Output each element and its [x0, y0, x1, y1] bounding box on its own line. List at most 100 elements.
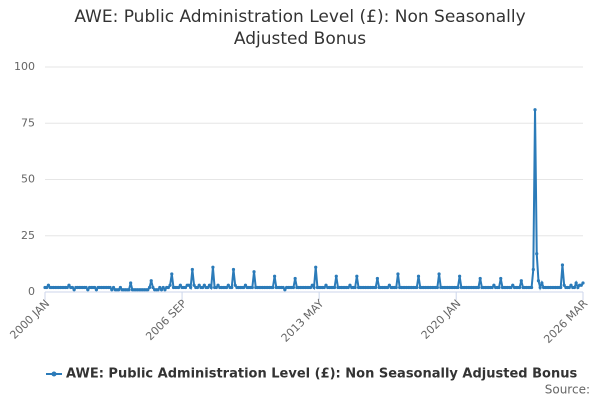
source-label: Source:	[545, 383, 590, 397]
data-point	[559, 285, 563, 290]
data-point	[271, 285, 275, 290]
y-tick-label: 50	[21, 173, 35, 186]
data-point	[230, 285, 234, 290]
data-point	[127, 288, 131, 292]
data-point	[158, 285, 162, 290]
data-point	[166, 285, 170, 290]
data-point	[536, 279, 541, 283]
data-point	[396, 272, 400, 276]
data-point	[272, 274, 277, 278]
data-point	[308, 285, 313, 290]
data-point	[415, 285, 419, 290]
data-point	[214, 285, 218, 290]
data-point	[499, 276, 503, 281]
data-point	[211, 265, 215, 269]
data-point	[233, 283, 237, 287]
data-point	[86, 288, 90, 292]
x-tick-label: 2013 MAY	[279, 297, 327, 345]
data-point	[283, 288, 287, 292]
data-point	[177, 285, 181, 290]
data-point	[574, 281, 578, 285]
data-point	[156, 288, 160, 292]
data-point	[93, 285, 97, 290]
data-point	[195, 285, 200, 290]
data-point	[490, 285, 494, 290]
data-point	[572, 285, 577, 290]
data-point	[562, 283, 566, 287]
data-point	[386, 285, 390, 290]
data-point	[206, 285, 210, 290]
series-line	[45, 109, 584, 292]
data-point	[146, 288, 150, 292]
legend-label: AWE: Public Administration Level (£): No…	[66, 367, 577, 382]
data-point	[65, 285, 69, 290]
data-point	[46, 283, 51, 287]
data-point	[569, 283, 573, 287]
data-point	[416, 274, 421, 278]
data-point	[70, 285, 75, 290]
data-point	[375, 276, 379, 281]
data-point	[110, 288, 114, 292]
data-point	[183, 285, 188, 290]
data-point	[231, 267, 236, 272]
data-point	[117, 288, 121, 292]
data-point	[435, 285, 439, 290]
data-point	[567, 285, 571, 290]
data-point	[394, 285, 398, 290]
data-point	[207, 283, 212, 287]
data-point	[149, 279, 153, 283]
data-point	[163, 288, 167, 292]
data-point	[187, 283, 191, 287]
data-point	[581, 281, 585, 285]
data-point	[538, 285, 542, 290]
data-point	[334, 274, 338, 278]
data-point	[225, 285, 229, 290]
data-point	[478, 276, 482, 281]
y-tick-label: 75	[21, 116, 35, 129]
data-point	[509, 285, 513, 290]
data-point	[72, 288, 76, 292]
data-point	[192, 283, 196, 287]
data-point	[576, 285, 580, 290]
data-point	[332, 285, 337, 290]
data-point	[84, 285, 88, 290]
data-point	[346, 285, 350, 290]
chart-title: AWE: Public Administration Level (£): No…	[74, 7, 526, 49]
data-point	[519, 279, 523, 283]
data-point	[147, 285, 152, 290]
data-point	[161, 285, 165, 290]
data-point	[353, 285, 357, 290]
data-point	[529, 285, 534, 290]
data-point	[560, 263, 565, 267]
data-point	[94, 288, 99, 292]
data-point	[476, 285, 481, 290]
x-tick-label: 2006 SEP	[143, 297, 189, 343]
y-tick-label: 100	[14, 60, 35, 73]
data-point	[291, 285, 296, 290]
data-point	[456, 285, 460, 290]
data-point	[226, 283, 230, 287]
data-point	[67, 283, 71, 287]
data-point	[168, 283, 172, 287]
data-point	[312, 285, 316, 290]
data-point	[540, 281, 544, 285]
data-point	[250, 285, 254, 290]
data-point	[178, 283, 182, 287]
data-point	[281, 285, 285, 290]
data-point	[314, 265, 318, 269]
data-point	[252, 270, 256, 274]
data-point	[374, 285, 378, 290]
data-point	[242, 285, 246, 290]
y-tick-label: 25	[21, 229, 35, 242]
data-point	[511, 283, 515, 287]
x-tick-label: 2000 JAN	[7, 297, 52, 342]
data-point	[129, 281, 133, 285]
data-point	[151, 285, 155, 290]
data-point	[111, 285, 116, 290]
data-point	[45, 285, 49, 290]
data-point	[197, 283, 201, 287]
data-point	[437, 272, 441, 276]
data-point	[531, 267, 535, 272]
